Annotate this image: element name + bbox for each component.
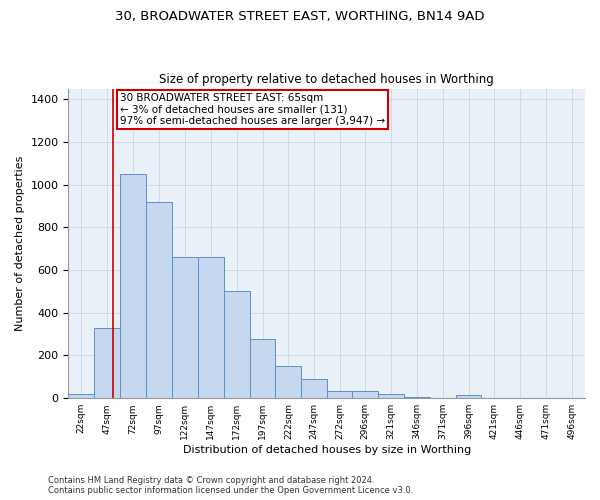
- Bar: [275, 366, 301, 398]
- Bar: [198, 258, 224, 398]
- Bar: [352, 390, 378, 398]
- Bar: [224, 292, 250, 398]
- Bar: [327, 390, 352, 398]
- Bar: [404, 397, 430, 398]
- Bar: [172, 258, 198, 398]
- Bar: [301, 379, 327, 398]
- Bar: [455, 395, 481, 398]
- Bar: [378, 394, 404, 398]
- Bar: [146, 202, 172, 398]
- Bar: [120, 174, 146, 398]
- Bar: [68, 394, 94, 398]
- Text: 30, BROADWATER STREET EAST, WORTHING, BN14 9AD: 30, BROADWATER STREET EAST, WORTHING, BN…: [115, 10, 485, 23]
- Text: Contains HM Land Registry data © Crown copyright and database right 2024.
Contai: Contains HM Land Registry data © Crown c…: [48, 476, 413, 495]
- Y-axis label: Number of detached properties: Number of detached properties: [15, 156, 25, 331]
- Title: Size of property relative to detached houses in Worthing: Size of property relative to detached ho…: [160, 73, 494, 86]
- Text: 30 BROADWATER STREET EAST: 65sqm
← 3% of detached houses are smaller (131)
97% o: 30 BROADWATER STREET EAST: 65sqm ← 3% of…: [120, 93, 385, 126]
- Bar: [250, 340, 275, 398]
- X-axis label: Distribution of detached houses by size in Worthing: Distribution of detached houses by size …: [182, 445, 471, 455]
- Bar: [94, 328, 120, 398]
